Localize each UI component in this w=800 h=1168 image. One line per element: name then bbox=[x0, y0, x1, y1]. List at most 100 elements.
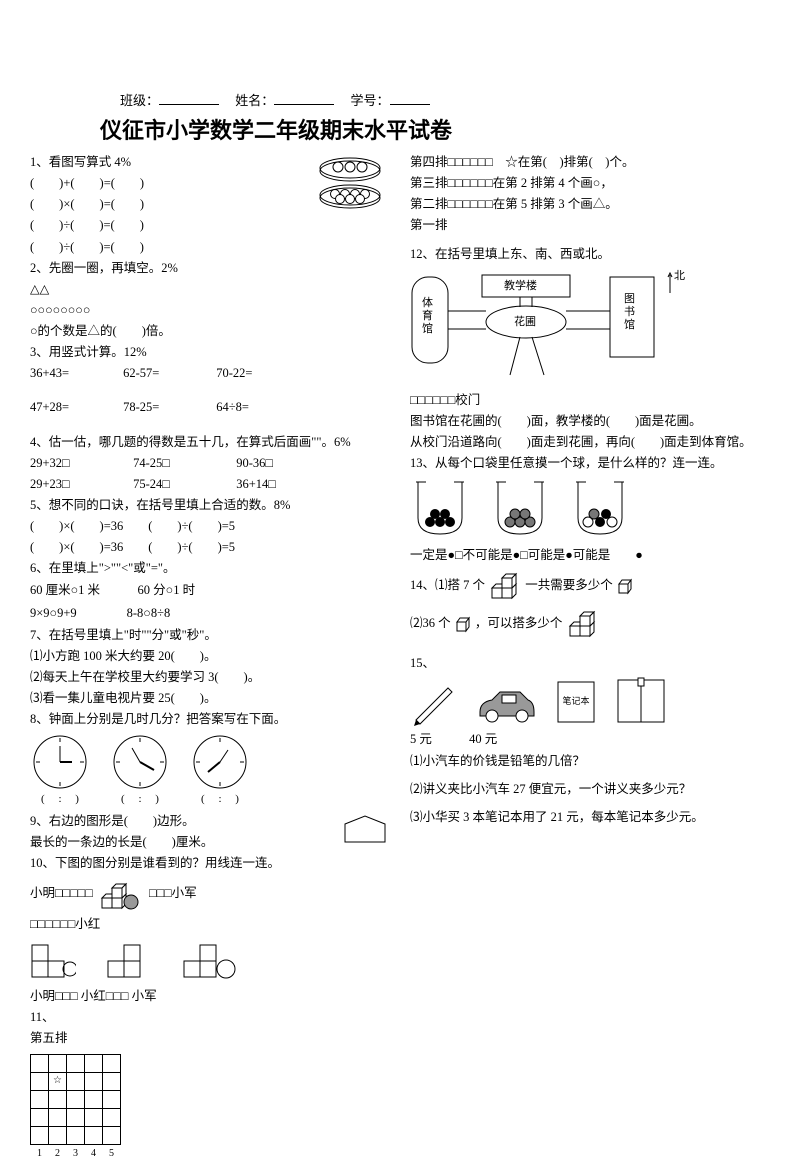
q1-r2: ( )×( )=( ) bbox=[30, 195, 302, 213]
q3-r1b: 62-57= bbox=[123, 364, 213, 382]
q4-title: 4、估一估，哪几题的得数是五十几，在算式后面画""。6% bbox=[30, 433, 390, 451]
q9-r2: 最长的一条边的长是( )厘米。 bbox=[30, 833, 340, 851]
name-label: 姓名： bbox=[235, 93, 274, 108]
small-cube-icon bbox=[616, 577, 634, 595]
q6-r1: 60 厘米○1 米 60 分○1 时 bbox=[30, 581, 390, 599]
view-2-icon bbox=[106, 939, 152, 981]
q7-title: 7、在括号里填上"时""分"或"秒"。 bbox=[30, 626, 390, 644]
q6-title: 6、在里填上">""<"或"="。 bbox=[30, 559, 390, 577]
notebook-label: 笔记本 bbox=[562, 695, 589, 706]
q15-items: 笔记本 bbox=[410, 676, 770, 726]
pocket-2-icon bbox=[490, 478, 550, 538]
q15-r3: ⑶小华买 3 本笔记本用了 21 元，每本笔记本多少元。 bbox=[410, 808, 770, 826]
q3-r1c: 70-22= bbox=[216, 366, 252, 380]
clock-3: ( : ) bbox=[190, 732, 250, 808]
view-1-icon bbox=[30, 939, 76, 981]
q4-row1: 29+32□ 74-25□ 90-36□ bbox=[30, 454, 390, 472]
map-tyg: 体 育 馆 bbox=[422, 297, 433, 337]
q7-r2: ⑵每天上午在学校里大约要学习 3( )。 bbox=[30, 668, 390, 686]
q11r-r3: 第三排□□□□□□在第 2 排第 4 个画○， bbox=[410, 174, 770, 192]
clock-1: ( : ) bbox=[30, 732, 90, 808]
q10-r1a: 小明□□□□□ bbox=[30, 885, 93, 899]
q3-r2b: 78-25= bbox=[123, 398, 213, 416]
q12-r2: 从校门沿道路向( )面走到花圃，再向( )面走到体育馆。 bbox=[410, 433, 770, 451]
q1-r3: ( )÷( )=( ) bbox=[30, 216, 302, 234]
q3-row2: 47+28= 78-25= 64÷8= bbox=[30, 398, 390, 416]
small-cube-icon-2 bbox=[454, 615, 472, 633]
pocket-3-icon bbox=[570, 478, 630, 538]
clock-2: ( : ) bbox=[110, 732, 170, 808]
map-diagram: 教学楼 体 育 馆 花圃 图 书 馆 北 bbox=[410, 267, 690, 387]
page-title: 仪征市小学数学二年级期末水平试卷 bbox=[30, 113, 770, 145]
q14-mid: 一共需要多少个 bbox=[525, 578, 613, 592]
car-icon bbox=[474, 686, 538, 726]
q11-grid: ☆ 12345 bbox=[30, 1054, 121, 1163]
q3-r1a: 36+43= bbox=[30, 364, 120, 382]
q15-r2: ⑵讲义夹比小汽车 27 便宜元，一个讲义夹多少元？ bbox=[410, 780, 770, 798]
q15-r1: ⑴小汽车的价钱是铅笔的几倍？ bbox=[410, 752, 770, 770]
q6-r2: 9×9○9+9 8-8○8÷8 bbox=[30, 604, 390, 622]
q13-r1: 一定是●□不可能是●□可能是●可能是 ● bbox=[410, 546, 770, 564]
clock-3-ans: ( : ) bbox=[190, 792, 250, 808]
notebook-icon: 笔记本 bbox=[554, 678, 598, 726]
q14-line1: 14、⑴搭 7 个 一共需要多少个 bbox=[410, 572, 770, 600]
q4-r1c: 90-36□ bbox=[236, 456, 273, 470]
q14-title: 14、⑴搭 7 个 bbox=[410, 578, 485, 592]
q4-r2b: 75-24□ bbox=[133, 475, 233, 493]
q2-tri: △△ bbox=[30, 280, 390, 298]
q9-title: 9、右边的图形是( )边形。 bbox=[30, 812, 340, 830]
pentagon-icon bbox=[340, 812, 390, 844]
q1-r4: ( )÷( )=( ) bbox=[30, 238, 302, 256]
q2-circ: ○○○○○○○○ bbox=[30, 301, 390, 319]
q14-line2: ⑵36 个 ，可以搭多少个 bbox=[410, 610, 770, 638]
map-north: 北 bbox=[674, 269, 685, 285]
folder-icon bbox=[614, 676, 668, 726]
q3-title: 3、用竖式计算。12% bbox=[30, 343, 390, 361]
q12-r1: 图书馆在花圃的( )面，教学楼的( )面是花圃。 bbox=[410, 412, 770, 430]
q1-title: 1、看图写算式 4% bbox=[30, 153, 302, 171]
view-3-icon bbox=[182, 939, 242, 981]
q10-title: 10、下图的图分别是谁看到的？用线连一连。 bbox=[30, 854, 390, 872]
q15-p1: 5 元 bbox=[410, 730, 466, 748]
q8-title: 8、钟面上分别是几时几分？把答案写在下面。 bbox=[30, 710, 390, 728]
plates-icon bbox=[310, 153, 390, 211]
cube-stack-icon-2 bbox=[566, 610, 600, 638]
cube-stack-icon bbox=[488, 572, 522, 600]
id-blank[interactable] bbox=[390, 104, 430, 105]
q10-r3b: 小红□□□ bbox=[81, 989, 129, 1003]
q10-r1b: □□□小军 bbox=[149, 885, 197, 899]
q15-p2: 40 元 bbox=[469, 732, 497, 746]
q13-title: 13、从每个口袋里任意摸一个球，是什么样的？连一连。 bbox=[410, 454, 770, 472]
q10-r3c: 小军 bbox=[132, 989, 157, 1003]
blocks-3d-icon bbox=[96, 876, 146, 912]
q10-r1: 小明□□□□□ □□□小军 bbox=[30, 876, 390, 912]
q2-title: 2、先圈一圈，再填空。2% bbox=[30, 259, 390, 277]
pocket-1-icon bbox=[410, 478, 470, 538]
q10-r3: 小明□□□ 小红□□□ 小军 bbox=[30, 987, 390, 1005]
q5-r2: ( )×( )=36 ( )÷( )=5 bbox=[30, 538, 390, 556]
star-cell: ☆ bbox=[49, 1073, 67, 1091]
q4-r1a: 29+32□ bbox=[30, 454, 130, 472]
q10-views-row bbox=[30, 939, 390, 981]
q4-r2a: 29+23□ bbox=[30, 475, 130, 493]
pencil-icon bbox=[410, 682, 458, 726]
map-tsg: 图 书 馆 bbox=[624, 293, 635, 333]
class-blank[interactable] bbox=[159, 104, 219, 105]
q14-r2: ⑵36 个 bbox=[410, 616, 451, 630]
q3-row1: 36+43= 62-57= 70-22= bbox=[30, 364, 390, 382]
q12-xm: □□□□□□校门 bbox=[410, 391, 770, 409]
q3-r2a: 47+28= bbox=[30, 398, 120, 416]
map-jxl: 教学楼 bbox=[504, 279, 537, 295]
pocket-row bbox=[410, 478, 770, 538]
name-blank[interactable] bbox=[274, 104, 334, 105]
q3-r2c: 64÷8= bbox=[216, 400, 249, 414]
q1-r1: ( )+( )=( ) bbox=[30, 174, 302, 192]
q4-r2c: 36+14□ bbox=[236, 477, 276, 491]
two-column-layout: 1、看图写算式 4% ( )+( )=( ) ( )×( )=( ) ( )÷(… bbox=[30, 153, 770, 1168]
q4-row2: 29+23□ 75-24□ 36+14□ bbox=[30, 475, 390, 493]
clock-1-ans: ( : ) bbox=[30, 792, 90, 808]
header-fields: 班级： 姓名： 学号： bbox=[30, 90, 770, 109]
id-label: 学号： bbox=[351, 93, 390, 108]
q11r-r2: 第二排□□□□□□在第 5 排第 3 个画△。 bbox=[410, 195, 770, 213]
class-label: 班级： bbox=[120, 93, 159, 108]
